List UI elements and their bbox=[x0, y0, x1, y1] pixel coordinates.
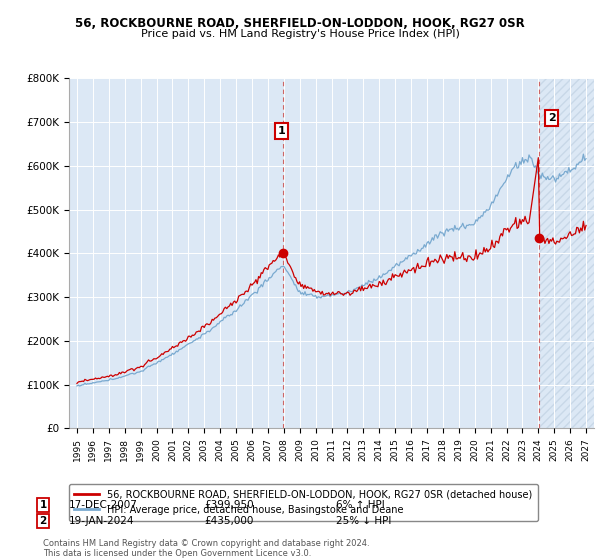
Text: Price paid vs. HM Land Registry's House Price Index (HPI): Price paid vs. HM Land Registry's House … bbox=[140, 29, 460, 39]
Text: £399,950: £399,950 bbox=[204, 500, 254, 510]
Bar bbox=[540, 78, 594, 428]
Text: 56, ROCKBOURNE ROAD, SHERFIELD-ON-LODDON, HOOK, RG27 0SR: 56, ROCKBOURNE ROAD, SHERFIELD-ON-LODDON… bbox=[75, 17, 525, 30]
Text: 25% ↓ HPI: 25% ↓ HPI bbox=[336, 516, 391, 526]
Text: 19-JAN-2024: 19-JAN-2024 bbox=[69, 516, 134, 526]
Text: 1: 1 bbox=[278, 126, 286, 136]
Text: 2: 2 bbox=[40, 516, 47, 526]
Text: Contains HM Land Registry data © Crown copyright and database right 2024.
This d: Contains HM Land Registry data © Crown c… bbox=[43, 539, 370, 558]
Text: 2: 2 bbox=[548, 113, 556, 123]
Text: 17-DEC-2007: 17-DEC-2007 bbox=[69, 500, 138, 510]
Text: £435,000: £435,000 bbox=[204, 516, 253, 526]
Text: 6% ↑ HPI: 6% ↑ HPI bbox=[336, 500, 385, 510]
Legend: 56, ROCKBOURNE ROAD, SHERFIELD-ON-LODDON, HOOK, RG27 0SR (detached house), HPI: : 56, ROCKBOURNE ROAD, SHERFIELD-ON-LODDON… bbox=[68, 484, 538, 521]
Text: 1: 1 bbox=[40, 500, 47, 510]
